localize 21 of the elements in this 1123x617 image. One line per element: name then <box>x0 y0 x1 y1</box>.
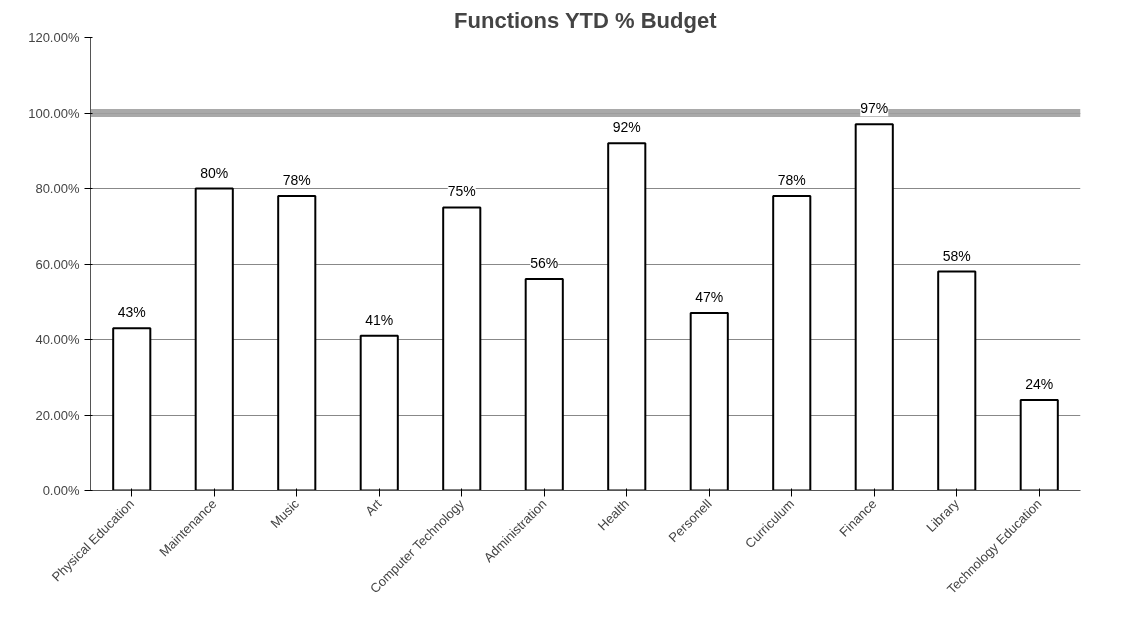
y-tick-label: 20.00% <box>35 407 80 423</box>
y-tick-label: 0.00% <box>42 483 80 498</box>
data-label: 92% <box>612 119 641 136</box>
data-label: 80% <box>200 164 229 181</box>
data-label: 58% <box>942 247 971 264</box>
x-tick-label: Art <box>362 495 385 519</box>
data-label: 97% <box>860 100 889 117</box>
data-label: 56% <box>530 255 559 272</box>
y-tick-label: 120.00% <box>28 30 80 45</box>
data-label: 78% <box>777 172 806 189</box>
y-tick-label: 60.00% <box>35 256 80 272</box>
data-label: 78% <box>282 172 311 189</box>
data-label: 41% <box>365 311 394 328</box>
data-label: 24% <box>1025 375 1054 392</box>
y-tick-label: 100.00% <box>28 105 80 121</box>
chart-title: Functions YTD % Budget <box>454 7 718 33</box>
y-tick-label: 80.00% <box>35 181 80 196</box>
data-label: 75% <box>447 183 476 200</box>
y-tick-label: 40.00% <box>35 332 80 347</box>
data-label: 47% <box>695 289 724 306</box>
data-label: 43% <box>117 304 146 321</box>
